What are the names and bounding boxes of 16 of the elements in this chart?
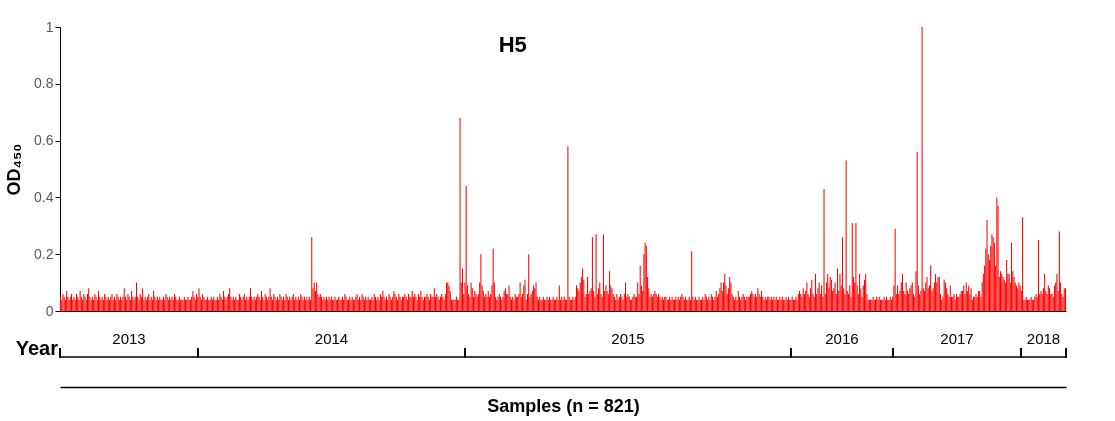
text: 2013 — [112, 330, 146, 347]
chart-title: H5 — [498, 32, 527, 57]
text: 2018 — [1026, 330, 1061, 347]
y-tick-label: 0.8 — [34, 75, 54, 92]
text: 2016 — [825, 330, 859, 347]
y-tick-label: 1 — [45, 18, 54, 35]
y-tick-label: 0.2 — [34, 245, 54, 262]
text: 2014 — [314, 330, 349, 347]
y-tick-label: 0.6 — [34, 132, 54, 149]
y-tick-label: 0.4 — [34, 188, 54, 205]
y-tick-label: 0 — [45, 302, 54, 319]
x-axis-title: Samples (n = 821) — [487, 395, 640, 416]
text: 2017 — [940, 330, 974, 347]
text: 2015 — [611, 330, 645, 347]
text: Year — [15, 337, 59, 359]
y-axis-title: OD₄₅₀ — [4, 143, 25, 196]
